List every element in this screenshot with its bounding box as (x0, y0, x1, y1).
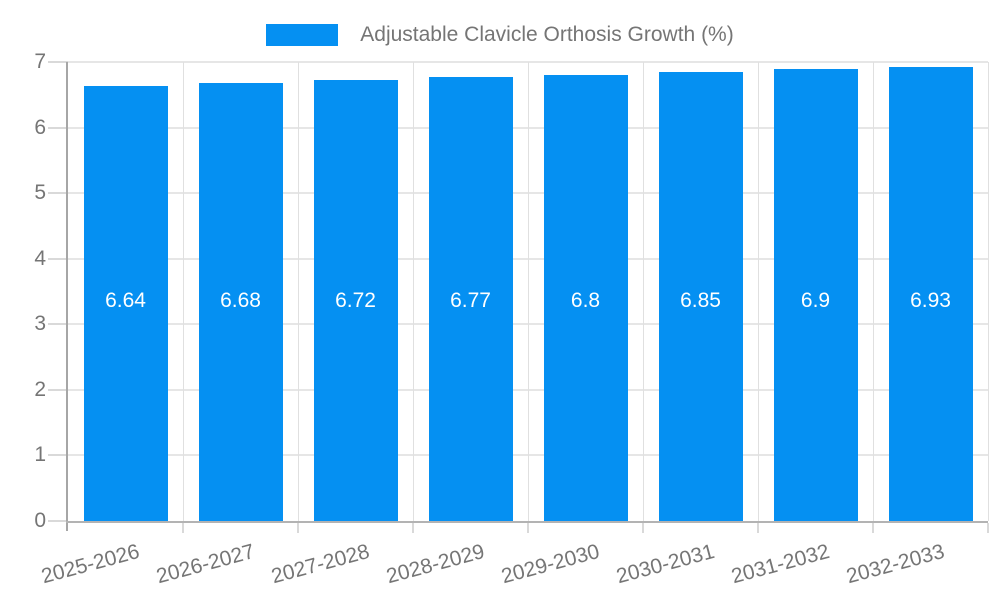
y-axis-tick (48, 126, 68, 129)
legend-swatch (266, 24, 339, 46)
gridline-vertical (182, 62, 184, 521)
y-axis-tick (48, 520, 68, 522)
y-axis-line (66, 62, 68, 531)
y-axis-tick (48, 192, 68, 195)
bar (313, 80, 398, 521)
x-axis-tick (297, 523, 299, 533)
y-axis-tick (48, 257, 68, 260)
x-axis-tick (182, 523, 184, 533)
x-axis-line (66, 521, 988, 523)
bar (888, 66, 973, 521)
y-tick-label: 2 (34, 377, 46, 401)
gridline-vertical (642, 62, 644, 521)
bar (773, 68, 858, 521)
chart-legend: Adjustable Clavicle Orthosis Growth (%) (0, 22, 1000, 48)
bar (198, 82, 283, 521)
x-axis-tick (527, 523, 529, 533)
gridline-vertical (297, 62, 299, 521)
bar-value-label: 6.93 (910, 289, 951, 312)
y-axis-tick (48, 454, 68, 457)
x-axis-tick (872, 523, 874, 533)
gridline-vertical (872, 62, 874, 521)
x-axis-tick (642, 523, 644, 533)
y-axis-tick (48, 61, 68, 63)
y-axis-tick (48, 388, 68, 391)
y-tick-label: 5 (34, 181, 46, 205)
y-tick-label: 4 (34, 246, 46, 270)
x-axis-tick (987, 523, 989, 533)
bar (428, 77, 513, 521)
legend-label: Adjustable Clavicle Orthosis Growth (%) (360, 23, 734, 46)
y-tick-label: 3 (34, 312, 46, 336)
y-tick-label: 1 (34, 443, 46, 467)
y-tick-label: 7 (34, 50, 46, 73)
gridline-vertical (757, 62, 759, 521)
x-axis-tick (757, 523, 759, 533)
gridline-vertical (987, 62, 989, 521)
bar-value-label: 6.85 (680, 289, 721, 312)
y-axis-labels: 0 1 2 3 4 5 6 7 (0, 0, 56, 600)
y-tick-label: 0 (34, 509, 46, 532)
y-axis-tick (48, 323, 68, 326)
bar (83, 85, 168, 521)
bar-value-label: 6.68 (220, 289, 261, 312)
bar-value-label: 6.8 (570, 289, 601, 312)
bar (658, 71, 743, 521)
bar-value-label: 6.77 (450, 289, 491, 312)
plot-area: 6.64 6.68 6.72 6.77 6.8 6.85 6.9 6.93 (48, 61, 989, 533)
gridline-vertical (527, 62, 529, 521)
bar-value-label: 6.72 (335, 289, 376, 312)
bar (543, 75, 628, 521)
bar-value-label: 6.9 (800, 289, 831, 312)
y-tick-label: 6 (34, 115, 46, 139)
x-axis-tick (412, 523, 414, 533)
gridline-vertical (412, 62, 414, 521)
bar-value-label: 6.64 (105, 289, 146, 312)
